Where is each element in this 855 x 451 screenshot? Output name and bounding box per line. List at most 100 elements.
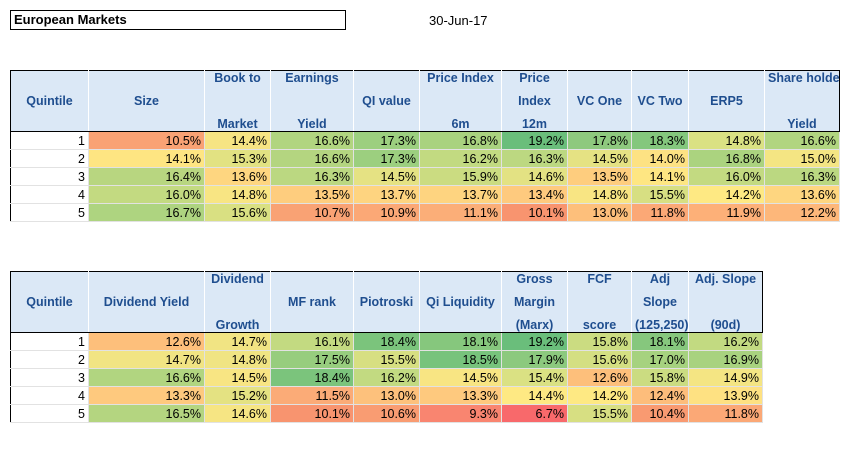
column-header-top: Dividend [204, 271, 271, 292]
value-cell: 13.7% [419, 185, 502, 204]
value-cell: 15.5% [631, 185, 689, 204]
column-header-bot [419, 312, 502, 333]
value-cell: 13.3% [419, 386, 502, 405]
value-cell: 15.5% [353, 350, 420, 369]
value-cell: 16.8% [688, 149, 765, 168]
value-cell: 15.8% [567, 332, 632, 351]
quintile-cell: 5 [10, 404, 89, 423]
value-cell: 16.0% [688, 167, 765, 186]
column-header-mid: Index [501, 91, 568, 111]
value-cell: 11.8% [688, 404, 763, 423]
quintile-cell: 1 [10, 332, 89, 351]
value-cell: 15.9% [419, 167, 502, 186]
column-header-bot [688, 111, 765, 132]
value-cell: 11.5% [270, 386, 354, 405]
value-cell: 11.1% [419, 203, 502, 222]
column-header-top [88, 271, 205, 292]
value-cell: 11.9% [688, 203, 765, 222]
value-cell: 13.6% [204, 167, 271, 186]
value-cell: 10.1% [270, 404, 354, 423]
quintile-cell: 5 [10, 203, 89, 222]
column-header-top [353, 70, 420, 91]
column-header-bot [88, 312, 205, 333]
header-row-mid: Quintile Size QI value Index VC One VC Two ERP… [10, 91, 840, 111]
value-cell: 14.2% [688, 185, 765, 204]
column-header-bot: Yield [764, 111, 840, 132]
column-header-bot [567, 111, 632, 132]
column-header-top [88, 70, 205, 91]
column-header-mid: Dividend Yield [88, 292, 205, 312]
table-row: 1 10.5% 14.4% 16.6% 17.3% 16.8% 19.2% 17.8% 18.3… [10, 131, 840, 150]
value-cell: 16.6% [270, 149, 354, 168]
column-header-top: Adj [631, 271, 689, 292]
column-header-top [10, 271, 89, 292]
value-cell: 14.5% [353, 167, 420, 186]
value-cell: 14.4% [204, 131, 271, 150]
column-header-mid: Quintile [10, 91, 89, 111]
column-header-top [567, 70, 632, 91]
value-cell: 10.7% [270, 203, 354, 222]
value-cell: 16.3% [501, 149, 568, 168]
column-header-mid: Qi Liquidity [419, 292, 502, 312]
value-cell: 13.7% [353, 185, 420, 204]
column-header-bot: (125,250) [631, 312, 689, 333]
value-cell: 10.9% [353, 203, 420, 222]
value-cell: 9.3% [419, 404, 502, 423]
column-header-bot: Yield [270, 111, 354, 132]
table-row: 1 12.6% 14.7% 16.1% 18.4% 18.1% 19.2% 15.8% 18.1… [10, 332, 763, 351]
value-cell: 16.6% [764, 131, 840, 150]
value-cell: 12.2% [764, 203, 840, 222]
column-header-top: Earnings [270, 70, 354, 91]
column-header-top: Price Index [419, 70, 502, 91]
quintile-cell: 2 [10, 149, 89, 168]
column-header-mid [419, 91, 502, 111]
value-cell: 15.6% [204, 203, 271, 222]
column-header-bot [270, 312, 354, 333]
column-header-bot [88, 111, 205, 132]
table-row: 2 14.1% 15.3% 16.6% 17.3% 16.2% 16.3% 14.5% 14.0… [10, 149, 840, 168]
quintile-cell: 4 [10, 386, 89, 405]
header-row-top: Dividend Gross FCF Adj Adj. Slope [10, 271, 763, 292]
value-cell: 17.8% [567, 131, 632, 150]
value-cell: 16.5% [88, 404, 205, 423]
column-header-top: Price [501, 70, 568, 91]
value-cell: 10.6% [353, 404, 420, 423]
column-header-top: Adj. Slope [688, 271, 763, 292]
value-cell: 13.6% [764, 185, 840, 204]
column-header-bot [10, 312, 89, 333]
value-cell: 13.9% [688, 386, 763, 405]
value-cell: 17.0% [631, 350, 689, 369]
column-header-top [353, 271, 420, 292]
column-header-mid [688, 292, 763, 312]
value-cell: 15.2% [204, 386, 271, 405]
value-cell: 16.7% [88, 203, 205, 222]
quintile-cell: 2 [10, 350, 89, 369]
value-cell: 14.5% [567, 149, 632, 168]
value-cell: 17.3% [353, 131, 420, 150]
column-header-top [10, 70, 89, 91]
table-row: 3 16.4% 13.6% 16.3% 14.5% 15.9% 14.6% 13.5% 14.1… [10, 167, 840, 186]
page-title: European Markets [10, 10, 346, 30]
table-row: 4 13.3% 15.2% 11.5% 13.0% 13.3% 14.4% 14.2% 12.4… [10, 386, 763, 405]
column-header-bot [631, 111, 689, 132]
value-cell: 13.5% [270, 185, 354, 204]
value-cell: 14.6% [204, 404, 271, 423]
column-header-bot: 12m [501, 111, 568, 132]
column-header-mid [567, 292, 632, 312]
column-header-top: Book to [204, 70, 271, 91]
header-row-mid: Quintile Dividend Yield MF rank Piotroski Qi… [10, 292, 763, 312]
value-cell: 18.4% [353, 332, 420, 351]
column-header-top [631, 70, 689, 91]
value-cell: 16.2% [688, 332, 763, 351]
value-cell: 18.3% [631, 131, 689, 150]
column-header-bot [10, 111, 89, 132]
column-header-top [419, 271, 502, 292]
value-cell: 14.5% [204, 368, 271, 387]
value-cell: 16.8% [419, 131, 502, 150]
value-cell: 17.3% [353, 149, 420, 168]
value-cell: 18.1% [631, 332, 689, 351]
value-cell: 15.0% [764, 149, 840, 168]
column-header-top: Share holder [764, 70, 840, 91]
column-header-mid: QI value [353, 91, 420, 111]
value-cell: 15.8% [631, 368, 689, 387]
